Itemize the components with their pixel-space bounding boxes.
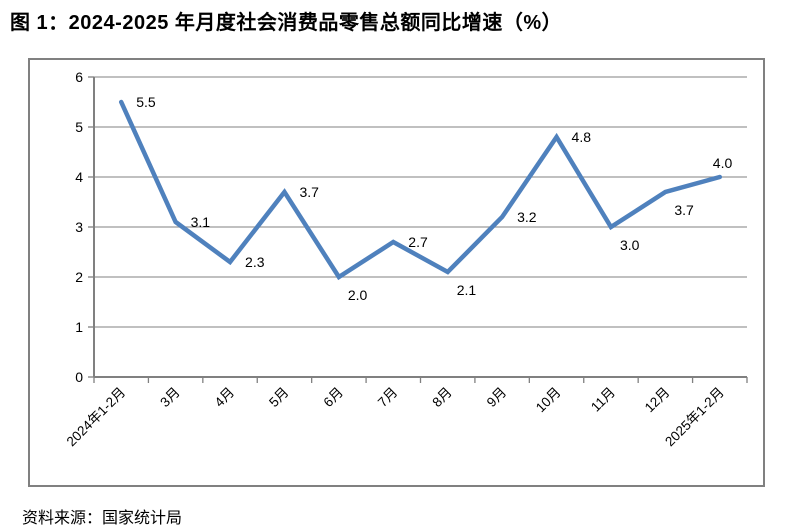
y-tick-label: 4 [75,169,83,185]
x-category-label: 12月 [642,385,673,416]
x-category-label: 11月 [588,385,618,415]
data-label: 5.5 [136,94,156,110]
data-series-line [118,99,723,281]
data-label: 4.8 [572,129,592,145]
data-label: 3.0 [620,237,640,253]
data-label: 2.3 [245,254,265,270]
y-tick-label: 5 [75,119,83,135]
y-tick-label: 2 [75,269,83,285]
data-label: 3.7 [299,184,319,200]
y-tick-label: 6 [75,69,83,85]
x-category-label: 10月 [533,385,564,416]
x-category-label: 4月 [212,385,237,410]
data-label: 2.7 [408,234,428,250]
source-note: 资料来源：国家统计局 [22,510,183,527]
data-label: 2.1 [457,282,477,298]
x-category-label: 8月 [429,385,454,410]
chart-frame: 0 1 2 3 4 5 6 5.5 3.1 2.3 3.7 2.0 2.7 2.1 3.2 4.8 3.0 3.7… [28,58,765,487]
x-category-label: 5月 [266,385,291,410]
data-label: 3.2 [517,209,537,225]
data-label: 3.1 [191,214,211,230]
y-tick-label: 3 [75,219,83,235]
data-label: 2.0 [348,287,368,303]
y-tick-label: 0 [75,369,83,385]
line-chart: 0 1 2 3 4 5 6 5.5 3.1 2.3 3.7 2.0 2.7 2.1 3.2 4.8 3.0 3.7… [64,69,748,450]
x-category-label: 3月 [157,385,182,410]
x-category-label: 7月 [375,385,400,410]
x-category-label: 9月 [484,385,509,410]
x-category-label: 6月 [321,385,346,410]
data-label: 4.0 [713,155,733,171]
chart-title: 图 1：2024-2025 年月度社会消费品零售总额同比增速（%） [10,12,563,34]
x-category-label: 2024年1-2月 [64,385,129,450]
y-tick-label: 1 [75,319,83,335]
data-label: 3.7 [674,202,694,218]
x-category-label: 2025年1-2月 [662,385,727,450]
